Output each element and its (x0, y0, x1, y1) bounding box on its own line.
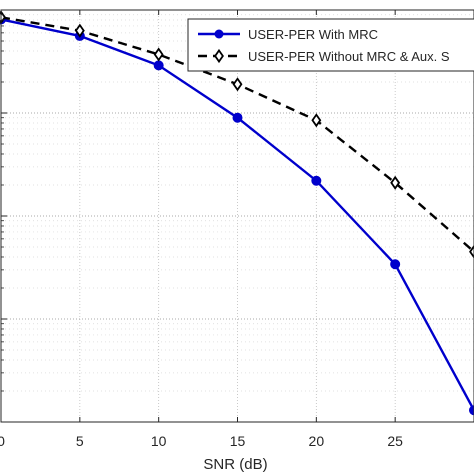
x-axis-label: SNR (dB) (203, 456, 267, 473)
data-point (390, 175, 401, 190)
x-tick-label: 5 (76, 433, 84, 449)
data-point (311, 113, 322, 128)
x-tick-label: 0 (0, 433, 5, 449)
x-axis: 0 5 10 15 20 25 (0, 10, 474, 449)
legend-marker (214, 29, 224, 39)
legend-box (187, 18, 474, 72)
data-point (469, 244, 474, 259)
x-tick-label: 15 (230, 433, 246, 449)
data-point (153, 60, 164, 71)
grid (0, 10, 474, 423)
data-point (232, 112, 243, 123)
x-tick-label: 20 (309, 433, 325, 449)
data-point (390, 259, 401, 270)
data-point (74, 23, 85, 38)
data-point (153, 47, 164, 62)
x-tick-label: 25 (387, 433, 403, 449)
x-tick-label: 10 (151, 433, 167, 449)
legend-label-2: USER-PER Without MRC & Aux. S (248, 49, 450, 64)
legend-marker (214, 48, 224, 64)
data-point (469, 405, 474, 416)
legend-label-1: USER-PER With MRC (248, 27, 378, 42)
plot-area (0, 10, 474, 416)
data-point (311, 175, 322, 186)
data-point (232, 77, 243, 92)
legend: USER-PER With MRC USER-PER Without MRC & … (187, 18, 474, 72)
